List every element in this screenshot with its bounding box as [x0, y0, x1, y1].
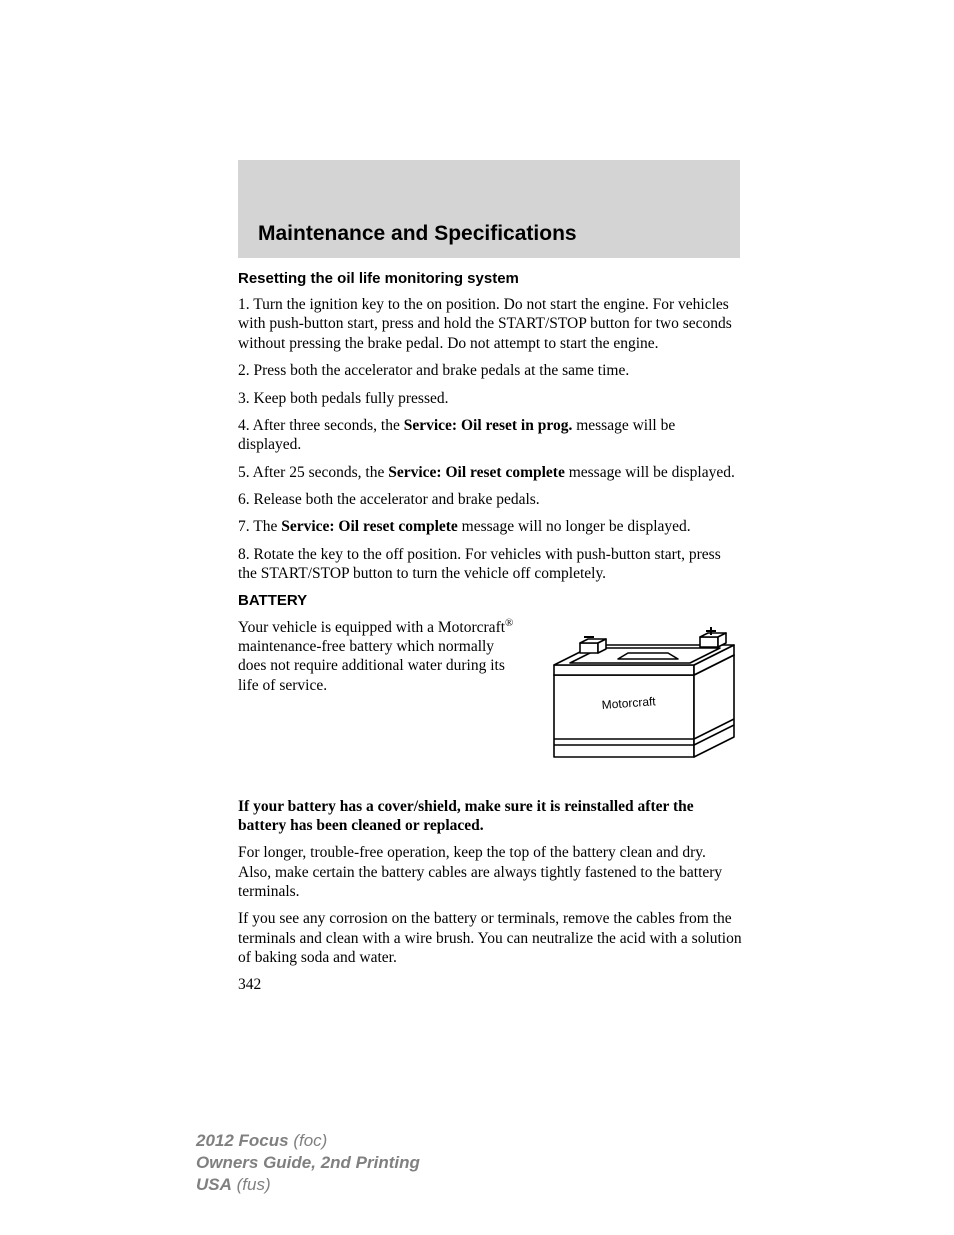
battery-intro-row: Your vehicle is equipped with a Motorcra…: [238, 617, 742, 777]
battery-intro-pre: Your vehicle is equipped with a Motorcra…: [238, 619, 505, 636]
chapter-header-band: Maintenance and Specifications: [238, 160, 740, 258]
step-2: 2. Press both the accelerator and brake …: [238, 361, 742, 380]
step-4: 4. After three seconds, the Service: Oil…: [238, 416, 742, 455]
page-footer: 2012 Focus (foc) Owners Guide, 2nd Print…: [196, 1130, 420, 1196]
step-4-pre: 4. After three seconds, the: [238, 417, 404, 434]
footer-line-3: USA (fus): [196, 1174, 420, 1196]
footer-line-2: Owners Guide, 2nd Printing: [196, 1152, 420, 1174]
step-1: 1. Turn the ignition key to the on posit…: [238, 295, 742, 353]
step-7: 7. The Service: Oil reset complete messa…: [238, 517, 742, 536]
footer-country: USA: [196, 1175, 232, 1194]
step-5-pre: 5. After 25 seconds, the: [238, 464, 388, 481]
battery-care-1: For longer, trouble-free operation, keep…: [238, 843, 742, 901]
battery-intro-text: Your vehicle is equipped with a Motorcra…: [238, 617, 514, 777]
step-8: 8. Rotate the key to the off position. F…: [238, 545, 742, 584]
battery-icon: Motorcraft: [532, 617, 742, 777]
step-5: 5. After 25 seconds, the Service: Oil re…: [238, 463, 742, 482]
step-6: 6. Release both the accelerator and brak…: [238, 490, 742, 509]
battery-illustration: Motorcraft: [532, 617, 742, 777]
page-number: 342: [238, 976, 742, 994]
subheading-oil-reset: Resetting the oil life monitoring system: [238, 270, 742, 287]
chapter-title: Maintenance and Specifications: [258, 222, 577, 246]
battery-intro-post: maintenance-free battery which normally …: [238, 638, 505, 694]
step-4-bold: Service: Oil reset in prog.: [404, 417, 573, 434]
footer-code-2: (fus): [232, 1175, 271, 1194]
footer-code-1: (foc): [289, 1131, 328, 1150]
step-5-bold: Service: Oil reset complete: [388, 464, 565, 481]
step-5-post: message will be displayed.: [565, 464, 735, 481]
step-7-pre: 7. The: [238, 518, 281, 535]
step-3: 3. Keep both pedals fully pressed.: [238, 389, 742, 408]
battery-care-2: If you see any corrosion on the battery …: [238, 909, 742, 967]
footer-line-1: 2012 Focus (foc): [196, 1130, 420, 1152]
step-7-post: message will no longer be displayed.: [458, 518, 691, 535]
section-heading-battery: BATTERY: [238, 592, 742, 609]
battery-cover-note: If your battery has a cover/shield, make…: [238, 797, 742, 836]
step-7-bold: Service: Oil reset complete: [281, 518, 458, 535]
footer-model: 2012 Focus: [196, 1131, 289, 1150]
page-body-content: Resetting the oil life monitoring system…: [238, 270, 742, 994]
registered-symbol: ®: [505, 617, 513, 629]
